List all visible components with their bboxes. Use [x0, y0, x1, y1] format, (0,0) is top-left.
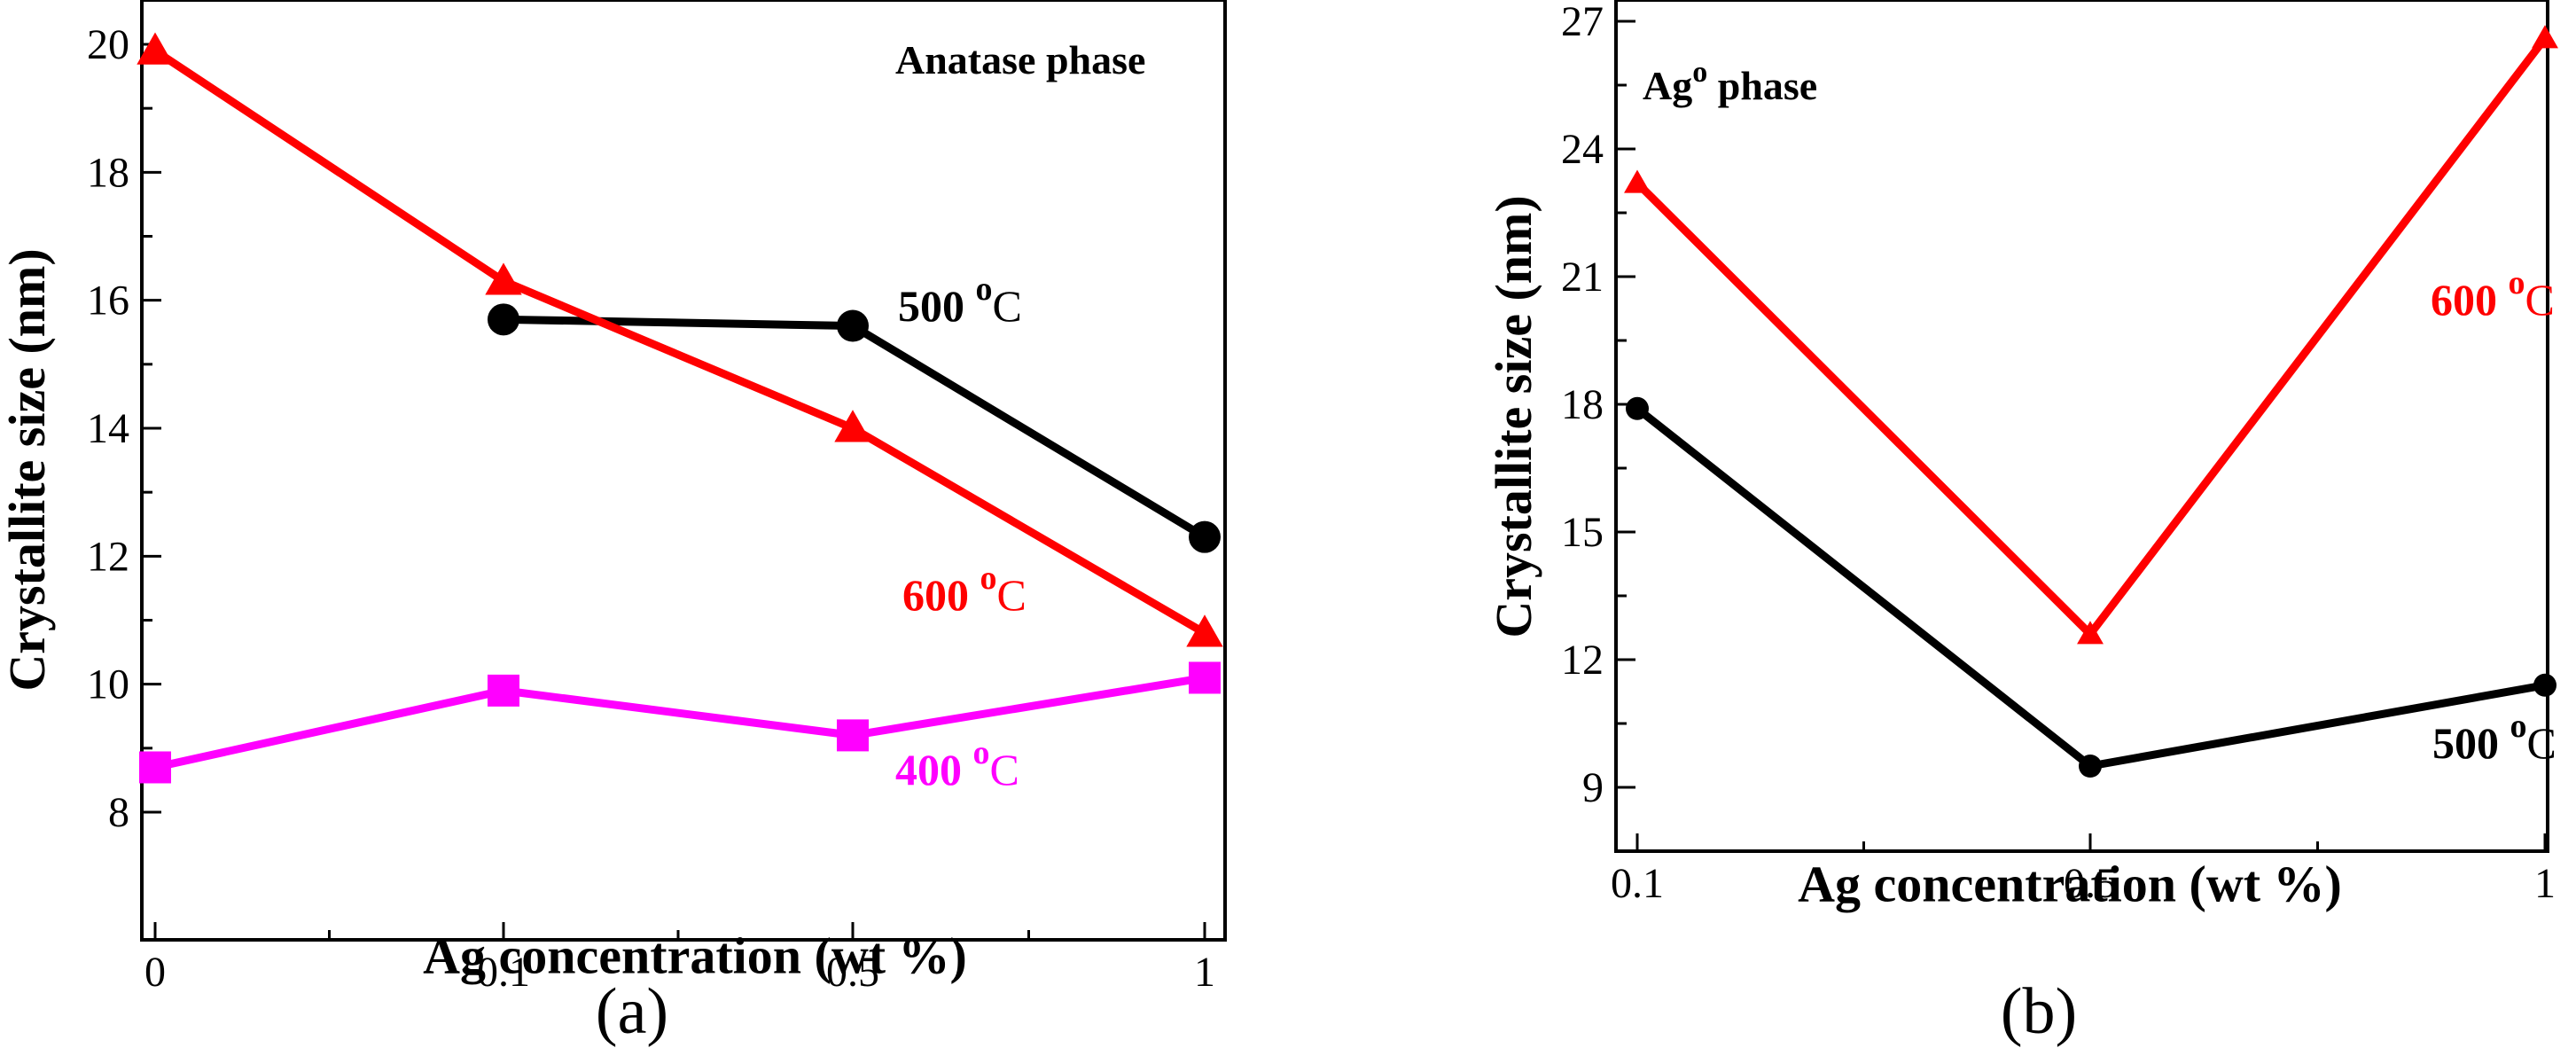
chart-annotation-a: Anatase phase — [895, 37, 1145, 82]
y-tick-label: 27 — [1561, 0, 1604, 45]
y-tick-label: 18 — [87, 149, 129, 196]
series-label-a-500: 500 oC — [898, 270, 1022, 331]
y-tick-label: 16 — [87, 278, 129, 325]
series-line — [1635, 405, 2546, 770]
data-point-square — [139, 751, 171, 784]
x-tick-label: 1 — [1194, 949, 1215, 996]
x-axis-label-a: Ag concentration (wt %) — [423, 927, 967, 985]
plot-frame-b — [1614, 0, 2549, 853]
x-tick-labels-a: 0 0.1 0.5 1 — [144, 949, 1215, 996]
data-point-circle — [2079, 755, 2102, 778]
y-tick-label: 18 — [1561, 381, 1604, 428]
y-tick-label: 15 — [1561, 509, 1604, 556]
y-tick-label: 10 — [87, 661, 129, 708]
series-label-a-600: 600 oC — [902, 559, 1026, 620]
plot-frame-a — [140, 0, 1227, 942]
x-tick-label: 0.1 — [477, 949, 530, 996]
series-label-b-500: 500 oC — [2432, 708, 2556, 768]
data-point-triangle — [2077, 621, 2104, 645]
data-point-triangle — [137, 32, 174, 65]
panel-b: 9 12 15 18 21 24 27 0.1 0.5 1 Ago phase 600 oC 5… — [1485, 0, 2558, 1048]
panel-a: 8 10 12 14 16 18 20 0 0.1 0.5 1 Anatase phase 500… — [0, 0, 1227, 1048]
x-tick-label: 0.1 — [1611, 860, 1664, 907]
y-tick-labels-b: 9 12 15 18 21 24 27 — [1561, 0, 1604, 811]
y-tick-label: 12 — [87, 533, 129, 580]
series-lines-b — [1634, 35, 2549, 770]
data-point-triangle — [1186, 614, 1223, 647]
data-point-circle — [2533, 673, 2556, 697]
x-tick-label: 1 — [2534, 860, 2556, 907]
series-label-a-400: 400 oC — [895, 734, 1019, 794]
y-tick-labels-a: 8 10 12 14 16 18 20 — [87, 21, 129, 836]
data-point-triangle — [1624, 169, 1651, 193]
y-axis-label-b: Crystallite size (nm) — [1485, 195, 1542, 637]
series-line — [1634, 35, 2549, 638]
x-axis-label-b: Ag concentration (wt %) — [1798, 856, 2342, 913]
series-line — [152, 47, 1207, 637]
data-point-circle — [837, 309, 869, 342]
panel-tag-a: (a) — [596, 975, 668, 1048]
y-tick-label: 24 — [1561, 126, 1604, 173]
data-point-circle — [1189, 520, 1221, 553]
data-point-circle — [488, 303, 519, 336]
series-label-b-600: 600 oC — [2431, 264, 2555, 325]
x-tick-label: 0.5 — [826, 949, 879, 996]
series-lines-a — [152, 47, 1207, 771]
panel-tag-b: (b) — [2001, 975, 2077, 1048]
y-tick-label: 21 — [1561, 254, 1604, 301]
data-point-square — [488, 674, 519, 707]
y-tick-label: 12 — [1561, 637, 1604, 684]
data-point-triangle — [834, 410, 871, 442]
data-point-circle — [1626, 396, 1649, 420]
y-tick-label: 8 — [108, 789, 129, 836]
series-markers-a — [137, 32, 1223, 784]
chart-annotation-b: Ago phase — [1643, 56, 1817, 108]
y-tick-label: 14 — [87, 405, 129, 452]
y-tick-label: 20 — [87, 21, 129, 68]
y-tick-label: 9 — [1582, 764, 1604, 811]
tick-marks-a — [142, 43, 1206, 940]
tick-marks-b — [1616, 20, 2547, 851]
x-tick-label: 0.5 — [2064, 860, 2117, 907]
data-point-square — [1189, 661, 1221, 694]
x-tick-labels-b: 0.1 0.5 1 — [1611, 860, 2556, 907]
data-point-triangle — [485, 262, 522, 295]
x-tick-label: 0 — [144, 949, 166, 996]
series-line — [154, 674, 1206, 771]
data-point-square — [837, 719, 869, 752]
data-point-triangle — [2532, 25, 2558, 49]
series-markers-b — [1624, 25, 2558, 778]
y-axis-label-a: Crystallite size (nm) — [0, 248, 56, 691]
